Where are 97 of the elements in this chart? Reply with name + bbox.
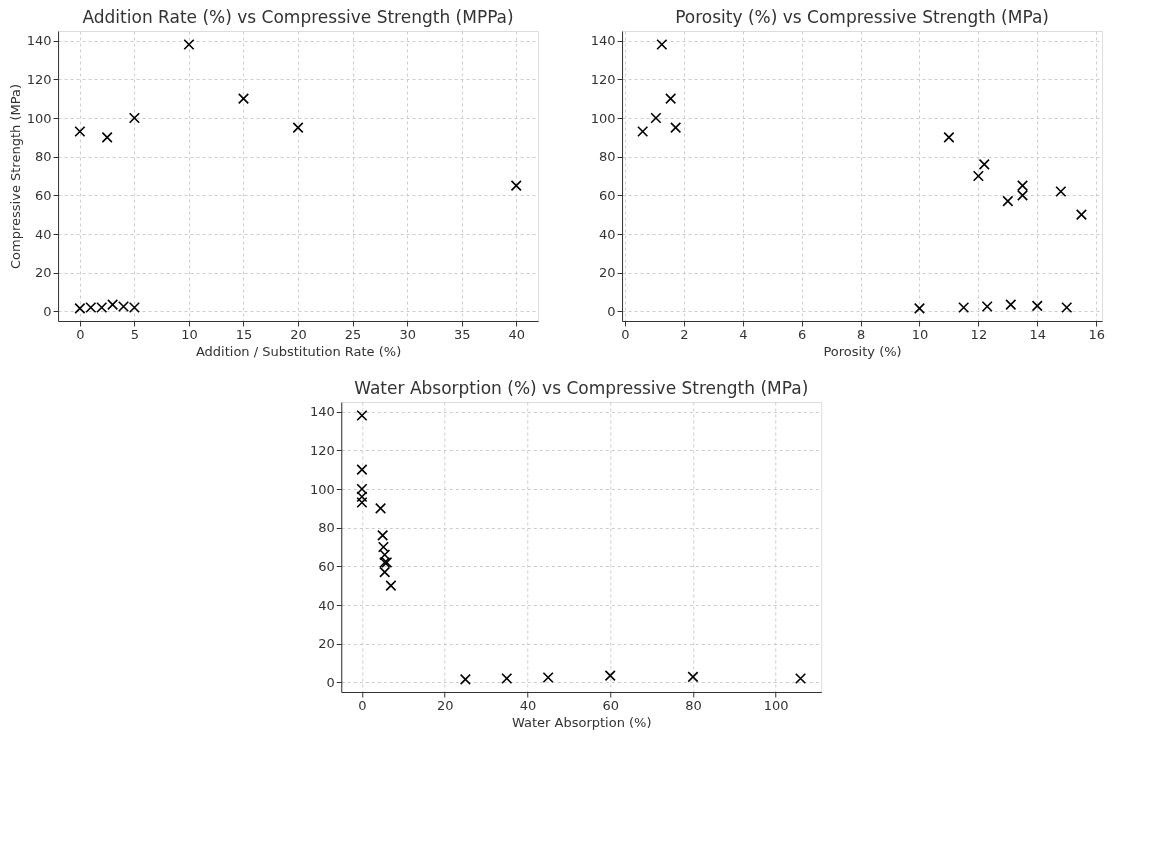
y-tick-label: 100	[26, 110, 52, 126]
point	[183, 38, 195, 51]
y-tick-label: 0	[607, 303, 616, 319]
point	[1055, 185, 1067, 198]
x-tick-label: 2	[680, 326, 689, 342]
point	[74, 125, 86, 138]
point	[670, 122, 682, 134]
point	[542, 671, 554, 684]
point	[1031, 300, 1043, 312]
x-tick-label: 4	[739, 326, 748, 342]
x-tick-label: 14	[1029, 326, 1047, 342]
point	[356, 409, 368, 422]
point	[978, 158, 990, 170]
point	[1075, 209, 1087, 221]
x-tick-label: 16	[1088, 326, 1105, 342]
x-tick-label: 20	[436, 697, 454, 713]
y-tick-label: 140	[26, 33, 52, 49]
point	[292, 122, 304, 134]
y-tick-label: 0	[326, 674, 335, 690]
point	[356, 491, 368, 503]
point	[379, 549, 391, 561]
point	[377, 529, 389, 541]
point	[687, 671, 699, 683]
point	[375, 502, 387, 514]
x-tick-label: 40	[519, 697, 537, 713]
y-tick-label: 40	[35, 226, 52, 242]
point	[795, 672, 807, 685]
point	[1061, 301, 1073, 314]
x-tick-label: 35	[453, 326, 471, 342]
y-tick-label: 120	[309, 442, 335, 458]
y-tick-label: 140	[309, 404, 335, 420]
x-tick-label: 6	[798, 326, 807, 342]
y-axis-title: Compressive Strength (MPa)	[7, 84, 23, 269]
point	[356, 483, 368, 495]
point	[459, 673, 471, 685]
x-tick-label: 15	[235, 326, 253, 342]
point	[981, 300, 993, 313]
y-tick-label: 20	[318, 636, 335, 652]
point	[385, 580, 397, 592]
y-tick-label: 80	[35, 149, 52, 165]
y-tick-label: 20	[35, 265, 52, 281]
chart-title: Porosity (%) vs Compressive Strength (MPa)	[675, 7, 1049, 27]
y-tick-label: 100	[309, 481, 335, 497]
x-tick-label: 0	[76, 326, 85, 342]
x-tick-label: 10	[181, 326, 198, 342]
point	[972, 170, 984, 182]
point	[1017, 189, 1029, 201]
y-tick-label: 60	[318, 558, 335, 574]
y-tick-label: 120	[26, 71, 52, 87]
point	[1005, 299, 1017, 311]
point	[665, 93, 677, 105]
point	[356, 464, 368, 476]
point	[501, 672, 513, 685]
y-tick-label: 60	[35, 187, 52, 203]
y-tick-label: 0	[43, 303, 52, 319]
x-tick-label: 10	[911, 326, 929, 342]
point	[377, 541, 389, 553]
x-tick-label: 100	[763, 697, 789, 713]
point	[913, 302, 926, 314]
x-tick-label: 80	[685, 697, 702, 713]
point	[1002, 195, 1014, 207]
point	[943, 131, 955, 143]
chart-title: Addition Rate (%) vs Compressive Strength (MPPa)	[82, 7, 514, 27]
x-tick-label: 25	[344, 326, 362, 342]
x-tick-label: 30	[399, 326, 416, 342]
point	[101, 131, 113, 143]
y-tick-label: 40	[318, 597, 335, 613]
x-axis-title: Water Absorption (%)	[511, 714, 652, 730]
y-tick-label: 40	[599, 226, 616, 242]
x-tick-label: 0	[621, 326, 630, 342]
y-tick-label: 140	[590, 33, 616, 49]
x-tick-label: 40	[508, 326, 526, 342]
point	[958, 301, 970, 314]
point	[650, 112, 662, 124]
y-tick-label: 120	[590, 71, 616, 87]
point	[637, 125, 649, 138]
x-axis-title: Addition / Substitution Rate (%)	[195, 343, 402, 359]
x-tick-label: 12	[970, 326, 988, 342]
point	[128, 112, 140, 124]
point	[510, 180, 522, 192]
point	[1017, 180, 1029, 192]
y-tick-label: 60	[599, 187, 616, 203]
x-tick-label: 5	[130, 326, 140, 342]
point	[237, 93, 250, 105]
point	[604, 670, 616, 682]
x-axis-title: Porosity (%)	[823, 343, 902, 359]
y-tick-label: 100	[590, 110, 616, 126]
y-tick-label: 20	[599, 265, 616, 281]
x-tick-label: 8	[856, 326, 866, 342]
y-tick-label: 80	[599, 149, 616, 165]
chart-title: Water Absorption (%) vs Compressive Strength (MPa)	[354, 378, 809, 398]
x-tick-label: 20	[290, 326, 307, 342]
point	[379, 566, 391, 578]
point	[656, 38, 668, 51]
x-tick-label: 0	[358, 697, 367, 713]
point	[356, 496, 368, 509]
y-tick-label: 80	[318, 520, 335, 536]
